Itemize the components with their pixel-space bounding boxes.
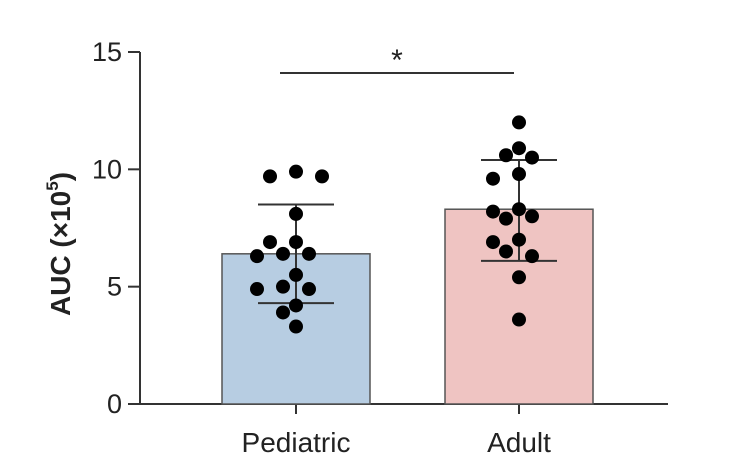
data-point — [499, 244, 513, 259]
data-point — [302, 282, 316, 297]
data-point — [289, 206, 303, 221]
data-point — [263, 169, 277, 184]
significance-star: * — [391, 44, 403, 77]
data-point — [512, 167, 526, 182]
data-point — [250, 282, 264, 297]
data-point — [499, 211, 513, 226]
data-point — [263, 235, 277, 250]
data-point — [512, 115, 526, 130]
data-point — [289, 235, 303, 250]
data-point — [512, 232, 526, 247]
labels: 0 5 10 15 Pediatric Adult — [92, 37, 551, 458]
bars — [221, 208, 594, 405]
data-point — [276, 305, 290, 320]
data-point — [289, 319, 303, 334]
data-point — [512, 202, 526, 217]
y-axis-label: AUC (×105) — [43, 172, 76, 316]
x-label-pediatric: Pediatric — [242, 427, 351, 458]
data-point — [499, 148, 513, 163]
data-point — [525, 209, 539, 224]
y-tick-label-15: 15 — [92, 37, 122, 67]
y-tick-label-10: 10 — [92, 154, 122, 184]
data-point — [289, 298, 303, 313]
data-point — [289, 164, 303, 179]
data-point — [276, 246, 290, 261]
data-points — [250, 115, 539, 334]
y-tick-label-0: 0 — [107, 389, 122, 419]
data-point — [486, 204, 500, 219]
data-point — [250, 249, 264, 264]
data-point — [302, 246, 316, 261]
data-point — [289, 267, 303, 282]
data-point — [525, 150, 539, 165]
data-point — [525, 249, 539, 264]
data-point — [276, 279, 290, 294]
data-point — [486, 171, 500, 186]
data-point — [512, 312, 526, 327]
y-tick-label-5: 5 — [107, 272, 122, 302]
data-point — [512, 141, 526, 156]
x-label-adult: Adult — [487, 427, 551, 458]
data-point — [512, 270, 526, 285]
data-point — [315, 169, 329, 184]
data-point — [486, 235, 500, 250]
